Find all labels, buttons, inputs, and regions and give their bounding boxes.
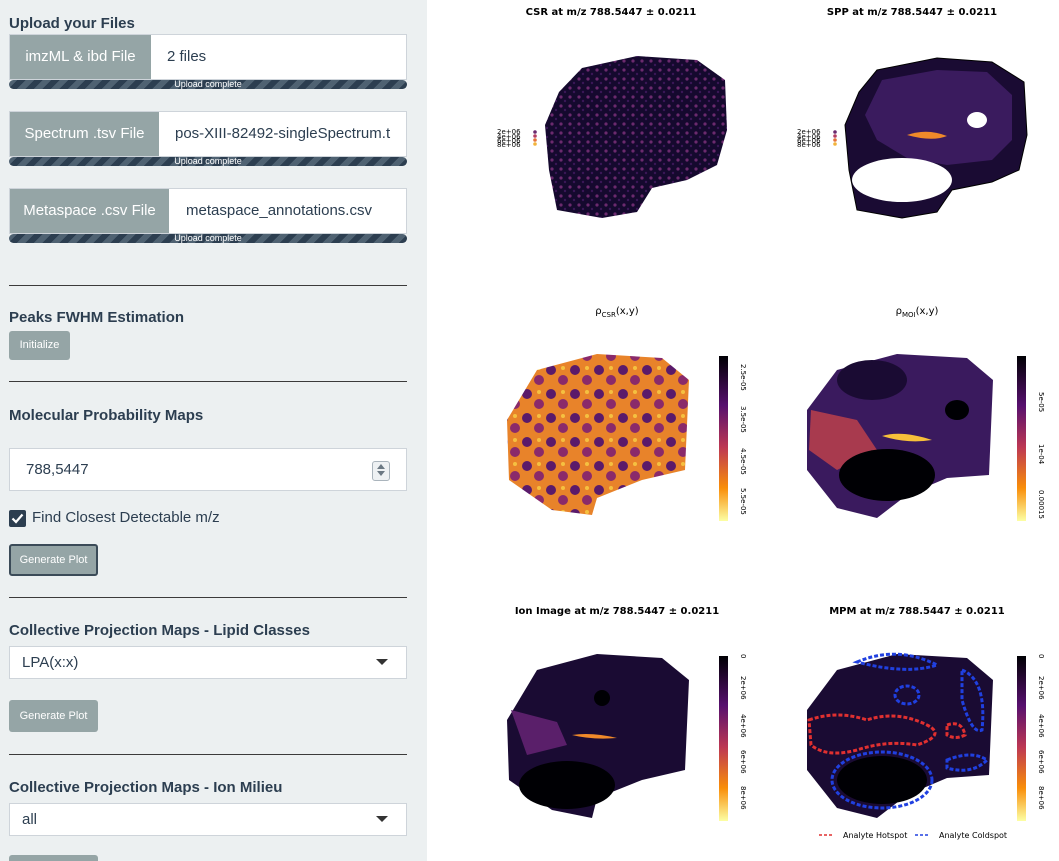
ion-plot-title: Ion Image at m/z 788.5447 ± 0.0211 bbox=[514, 606, 720, 617]
spectrum-progress-bar: Upload complete bbox=[9, 157, 407, 166]
spin-up-icon[interactable] bbox=[377, 464, 385, 469]
colorbar-tick: 5e-05 bbox=[1037, 392, 1045, 412]
colorbar-tick: 3.5e-05 bbox=[739, 406, 747, 433]
colorbar-tick: 2.5e-05 bbox=[739, 364, 747, 391]
sidebar: Upload your Files imzML & ibd File 2 fil… bbox=[0, 0, 427, 861]
divider bbox=[9, 381, 407, 382]
mz-input-value: 788,5447 bbox=[26, 461, 89, 478]
rho-csr-plot: 2.5e-05 3.5e-05 4.5e-05 5.5e-05 bbox=[507, 354, 747, 521]
lipid-class-select[interactable]: LPA(x:x) bbox=[9, 646, 407, 679]
colorbar-tick: 6e+06 bbox=[739, 750, 747, 774]
legend-label: 6e+06 bbox=[497, 137, 521, 145]
rho-csr-subscript: CSR bbox=[601, 311, 616, 319]
metaspace-upload[interactable]: Metaspace .csv File metaspace_annotation… bbox=[9, 188, 407, 234]
colorbar-tick: 0 bbox=[1037, 654, 1045, 658]
mpm-legend: Analyte Hotspot Analyte Coldspot bbox=[819, 831, 1007, 840]
spectrum-upload[interactable]: Spectrum .tsv File pos-XIII-82492-single… bbox=[9, 111, 407, 157]
legend-label: 4e+06 bbox=[797, 133, 821, 141]
closest-mz-label: Find Closest Detectable m/z bbox=[32, 509, 220, 526]
imzml-progress-bar: Upload complete bbox=[9, 80, 407, 89]
spectrum-browse-button[interactable]: Spectrum .tsv File bbox=[10, 112, 159, 156]
mpm-section-title: Molecular Probability Maps bbox=[9, 407, 204, 424]
legend-label: 2e+06 bbox=[497, 128, 521, 136]
mpm-plot-title: MPM at m/z 788.5447 ± 0.0211 bbox=[829, 606, 1005, 617]
colorbar-tick: 0 bbox=[739, 654, 747, 658]
legend-label: 6e+06 bbox=[797, 137, 821, 145]
csr-plot: 2e+06 4e+06 6e+06 8e+06 bbox=[497, 56, 727, 218]
divider bbox=[9, 754, 407, 755]
imzml-upload[interactable]: imzML & ibd File 2 files bbox=[9, 34, 407, 80]
spp-plot-title: SPP at m/z 788.5447 ± 0.0211 bbox=[826, 7, 998, 18]
mz-spinner[interactable] bbox=[372, 461, 390, 481]
rho-csr-title: ρCSR(x,y) bbox=[567, 306, 667, 319]
ion-milieu-select[interactable]: all bbox=[9, 803, 407, 836]
rho-symbol: ρ bbox=[895, 306, 902, 317]
colorbar-tick: 8e+06 bbox=[1037, 786, 1045, 810]
colorbar bbox=[719, 356, 728, 521]
colorbar bbox=[1017, 356, 1026, 521]
plot-area: CSR at m/z 788.5447 ± 0.0211 SPP at m/z … bbox=[427, 0, 1059, 861]
legend-label: 8e+06 bbox=[797, 141, 821, 149]
csr-plot-title: CSR at m/z 788.5447 ± 0.0211 bbox=[525, 7, 697, 18]
legend-hotspot-label: Analyte Hotspot bbox=[843, 831, 907, 840]
legend-label: 4e+06 bbox=[497, 133, 521, 141]
initialize-button[interactable]: Initialize bbox=[9, 331, 70, 360]
colorbar-tick: 4.5e-05 bbox=[739, 448, 747, 475]
checkmark-icon bbox=[11, 513, 24, 524]
chevron-down-icon bbox=[376, 816, 388, 822]
rho-csr-args: (x,y) bbox=[615, 306, 639, 317]
legend-coldspot-label: Analyte Coldspot bbox=[939, 831, 1007, 840]
colorbar bbox=[719, 656, 728, 821]
colorbar-tick: 5.5e-05 bbox=[739, 488, 747, 515]
spp-plot: 2e+06 4e+06 6e+06 8e+06 bbox=[797, 57, 1028, 219]
rho-moi-args: (x,y) bbox=[915, 306, 939, 317]
rho-moi-plot: 5e-05 1e-04 0.00015 bbox=[807, 354, 1045, 521]
colorbar-tick: 2e+06 bbox=[1037, 676, 1045, 700]
metaspace-browse-button[interactable]: Metaspace .csv File bbox=[10, 189, 169, 233]
ion-milieu-value: all bbox=[22, 811, 38, 828]
lipid-class-value: LPA(x:x) bbox=[22, 654, 79, 671]
metaspace-filename: metaspace_annotations.csv bbox=[186, 202, 372, 219]
mpm-plot: 0 2e+06 4e+06 6e+06 8e+06 Analyte Hotspo… bbox=[807, 652, 1045, 840]
ion-milieu-section-title: Collective Projection Maps - Ion Milieu bbox=[9, 779, 283, 796]
mz-input[interactable]: 788,5447 bbox=[9, 448, 407, 491]
lipid-generate-button[interactable]: Generate Plot bbox=[9, 700, 98, 732]
imzml-progress-label: Upload complete bbox=[174, 80, 242, 89]
legend-label: 2e+06 bbox=[797, 128, 821, 136]
mpm-generate-button[interactable]: Generate Plot bbox=[9, 544, 98, 576]
metaspace-progress-label: Upload complete bbox=[174, 234, 242, 243]
chevron-down-icon bbox=[376, 659, 388, 665]
spectrum-filename: pos-XIII-82492-singleSpectrum.t bbox=[175, 125, 391, 142]
upload-section-title: Upload your Files bbox=[9, 15, 135, 32]
colorbar-tick: 1e-04 bbox=[1037, 444, 1045, 465]
rho-moi-title: ρMOI(x,y) bbox=[867, 306, 967, 319]
colorbar-tick: 2e+06 bbox=[739, 676, 747, 700]
tissue-shape bbox=[545, 56, 727, 218]
rho-symbol: ρ bbox=[595, 306, 602, 317]
spectrum-progress-label: Upload complete bbox=[174, 157, 242, 166]
legend-label: 8e+06 bbox=[497, 141, 521, 149]
imzml-filename: 2 files bbox=[167, 48, 207, 65]
hotspot-contour bbox=[807, 713, 937, 755]
fwhm-section-title: Peaks FWHM Estimation bbox=[9, 309, 185, 326]
divider bbox=[9, 597, 407, 598]
colorbar-tick: 6e+06 bbox=[1037, 750, 1045, 774]
spin-down-icon[interactable] bbox=[377, 471, 385, 476]
colorbar bbox=[1017, 656, 1026, 821]
divider bbox=[9, 285, 407, 286]
metaspace-progress-bar: Upload complete bbox=[9, 234, 407, 243]
imzml-browse-button[interactable]: imzML & ibd File bbox=[10, 35, 151, 79]
ion-image-plot: 0 2e+06 4e+06 6e+06 8e+06 bbox=[507, 654, 747, 821]
coldspot-contour bbox=[830, 750, 934, 810]
small-legend: 2e+06 4e+06 6e+06 8e+06 bbox=[797, 128, 837, 149]
colorbar-tick: 8e+06 bbox=[739, 786, 747, 810]
small-legend: 2e+06 4e+06 6e+06 8e+06 bbox=[497, 128, 537, 149]
rho-moi-subscript: MOI bbox=[901, 311, 916, 319]
closest-mz-checkbox[interactable] bbox=[9, 510, 26, 527]
colorbar-tick: 0.00015 bbox=[1037, 490, 1045, 519]
lipid-section-title: Collective Projection Maps - Lipid Class… bbox=[9, 622, 310, 639]
ion-generate-button[interactable] bbox=[9, 855, 98, 861]
colorbar-tick: 4e+06 bbox=[739, 714, 747, 738]
colorbar-tick: 4e+06 bbox=[1037, 714, 1045, 738]
